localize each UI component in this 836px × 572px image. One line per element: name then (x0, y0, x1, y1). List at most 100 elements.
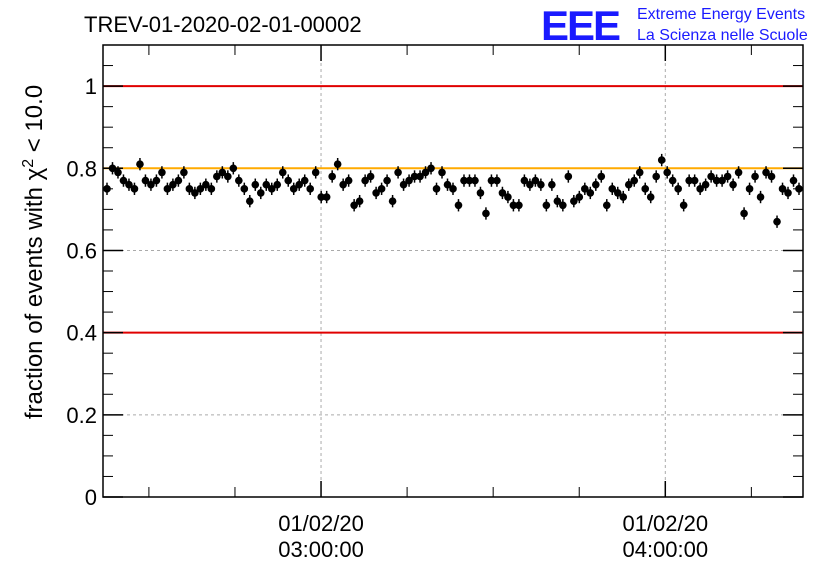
data-point (355, 197, 364, 205)
data-point (169, 180, 177, 189)
data-point (570, 197, 578, 205)
data-point (180, 168, 188, 177)
data-point (740, 209, 748, 218)
data-point (284, 176, 293, 185)
data-point (564, 172, 573, 181)
data-point (191, 189, 199, 197)
data-points (103, 153, 803, 228)
data-point (723, 172, 732, 181)
data-point (613, 189, 622, 197)
chart-title: TREV-01-2020-02-01-00002 (84, 12, 362, 37)
data-point (696, 185, 704, 193)
x-tick-label-date: 01/02/20 (278, 511, 364, 536)
data-point (235, 176, 243, 185)
data-point (125, 180, 133, 189)
data-point (207, 185, 216, 193)
data-point (256, 189, 265, 197)
data-point (778, 185, 787, 193)
data-point (784, 189, 792, 197)
data-point (773, 217, 781, 226)
y-tick-label: 0.4 (66, 321, 97, 346)
tick-labels: 00.20.40.60.8101/02/2003:00:0001/02/2004… (66, 74, 708, 562)
y-axis-label-sup: 2 (20, 159, 37, 168)
data-point (712, 176, 721, 185)
data-point (657, 156, 666, 164)
logo-line2: La Scienza nelle Scuole (637, 27, 808, 44)
data-point (136, 160, 144, 168)
data-point (174, 176, 183, 185)
data-point (762, 168, 770, 177)
data-point (520, 176, 529, 185)
data-point (289, 185, 298, 193)
data-point (581, 185, 589, 193)
grid-lines (103, 45, 803, 497)
data-point (377, 185, 386, 193)
data-point (641, 185, 650, 193)
data-point (202, 180, 210, 189)
data-point (756, 193, 765, 201)
data-point (218, 168, 227, 177)
data-point (383, 176, 391, 185)
data-point (729, 180, 737, 189)
data-point (789, 176, 798, 185)
data-point (240, 185, 249, 193)
data-point (185, 185, 194, 193)
data-point (328, 172, 336, 181)
data-point (602, 201, 611, 210)
plot-frame (102, 44, 804, 498)
logo-line1: Extreme Energy Events (637, 6, 805, 23)
y-tick-label: 0.2 (66, 403, 97, 428)
data-point (542, 201, 551, 210)
data-point (262, 180, 271, 189)
data-point (646, 193, 655, 201)
data-point (119, 176, 128, 185)
axis-ticks (103, 44, 803, 498)
y-axis-label: fraction of events with χ2 < 10.0 (20, 85, 48, 419)
data-point (245, 197, 254, 205)
data-point (504, 193, 512, 201)
data-point (114, 168, 122, 177)
y-tick-label: 1 (85, 74, 97, 99)
data-point (361, 176, 369, 185)
data-point (608, 185, 617, 193)
data-point (482, 209, 490, 218)
data-point (405, 176, 413, 185)
data-point (591, 180, 600, 189)
x-tick-label-date: 01/02/20 (622, 511, 708, 536)
y-axis-label-suffix: < 10.0 (21, 85, 48, 159)
data-point (476, 189, 485, 197)
data-point (515, 201, 523, 210)
data-point (399, 180, 408, 189)
data-point (147, 180, 155, 189)
data-point (267, 185, 276, 193)
data-point (509, 201, 518, 210)
data-point (388, 197, 397, 205)
data-point (679, 201, 688, 210)
data-point (493, 176, 501, 185)
data-point (278, 168, 287, 177)
data-point (674, 185, 682, 193)
y-tick-label: 0.6 (66, 238, 97, 263)
data-point (635, 168, 644, 177)
data-point (311, 168, 320, 177)
data-point (130, 185, 139, 193)
data-point (158, 168, 166, 177)
data-point (553, 197, 562, 205)
data-point (531, 176, 540, 185)
y-axis-label-chi: χ (21, 167, 48, 180)
data-point (526, 180, 534, 189)
data-point (652, 172, 661, 181)
data-point (498, 189, 507, 197)
data-point (317, 193, 325, 201)
data-point (668, 176, 677, 185)
data-point (410, 172, 419, 181)
data-point (350, 201, 358, 210)
data-point (273, 180, 282, 189)
data-point (487, 176, 496, 185)
logo-mark: EEE (541, 2, 620, 49)
x-tick-label-time: 04:00:00 (622, 537, 708, 562)
data-point (537, 180, 545, 189)
eee-logo: EEE Extreme Energy Events La Scienza nel… (541, 2, 808, 49)
data-point (344, 176, 353, 185)
